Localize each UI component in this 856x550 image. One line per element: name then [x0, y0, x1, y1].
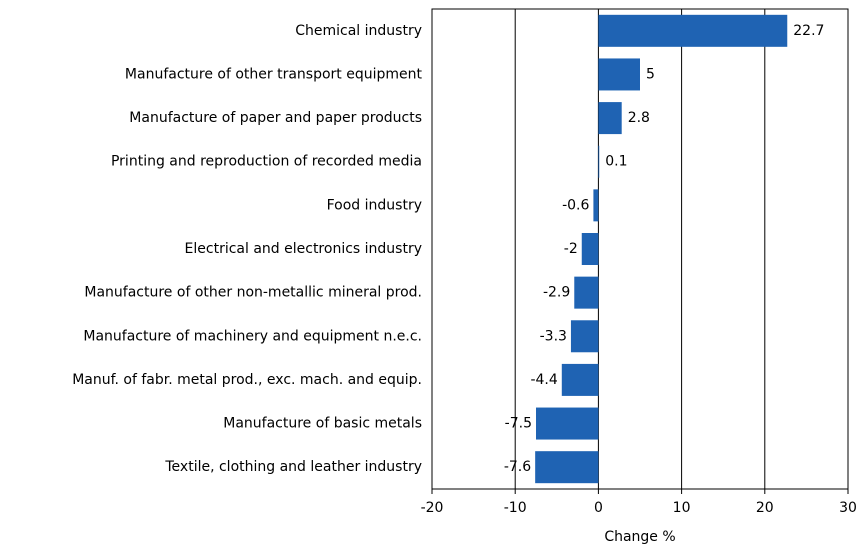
y-tick-label: Manufacture of other non-metallic minera… [84, 285, 422, 301]
x-tick-label: 10 [673, 500, 691, 516]
y-tick-label: Electrical and electronics industry [185, 241, 422, 257]
bar [561, 363, 599, 396]
x-tick-label: 30 [839, 500, 856, 516]
y-tick-label: Textile, clothing and leather industry [164, 459, 422, 475]
y-tick-label: Manufacture of other transport equipment [125, 66, 423, 82]
bar [598, 14, 788, 47]
value-label: -3.3 [540, 328, 567, 344]
x-tick-label: -20 [421, 500, 444, 516]
bar [536, 407, 599, 440]
bar [598, 102, 622, 135]
plot-frame [431, 8, 849, 490]
bar [598, 145, 600, 178]
y-tick-label: Manufacture of machinery and equipment n… [83, 328, 422, 344]
y-tick-label: Chemical industry [295, 23, 422, 39]
y-tick-label: Manuf. of fabr. metal prod., exc. mach. … [72, 372, 422, 388]
bar [570, 320, 599, 353]
value-label: -7.6 [504, 459, 531, 475]
value-label: 2.8 [628, 110, 650, 126]
value-label: -2.9 [543, 285, 570, 301]
bar [598, 58, 640, 91]
x-tick-label: -10 [504, 500, 527, 516]
y-tick-label: Manufacture of basic metals [223, 416, 422, 432]
x-tick-label: 20 [756, 500, 774, 516]
value-label: 22.7 [793, 23, 824, 39]
bar [593, 189, 599, 222]
y-tick-label: Printing and reproduction of recorded me… [111, 154, 422, 170]
value-label: 0.1 [605, 154, 627, 170]
y-tick-label: Food industry [327, 197, 422, 213]
x-axis-label: Change % [604, 529, 675, 545]
value-label: -2 [564, 241, 578, 257]
value-label: -0.6 [562, 197, 589, 213]
value-label: 5 [646, 66, 655, 82]
x-tick-label: 0 [594, 500, 603, 516]
bar [574, 276, 599, 309]
bar [535, 451, 599, 484]
value-label: -4.4 [530, 372, 557, 388]
y-tick-label: Manufacture of paper and paper products [129, 110, 422, 126]
value-label: -7.5 [505, 416, 532, 432]
bar [581, 233, 599, 265]
